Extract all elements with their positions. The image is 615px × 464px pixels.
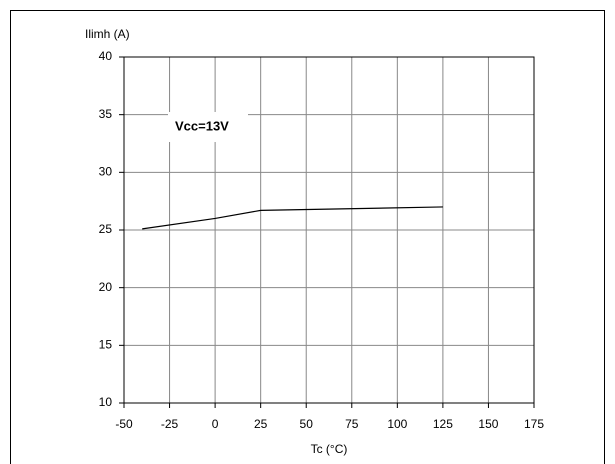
y-tick-label: 15 bbox=[99, 338, 113, 352]
y-axis-label: Ilimh (A) bbox=[85, 27, 130, 41]
x-tick-label: 175 bbox=[524, 417, 544, 431]
y-tick-label: 40 bbox=[99, 49, 113, 63]
x-tick-label: 150 bbox=[478, 417, 498, 431]
x-axis-label: Tc (°C) bbox=[311, 442, 348, 456]
x-tick-label: 100 bbox=[387, 417, 407, 431]
y-tick-label: 20 bbox=[99, 280, 113, 294]
y-tick-label: 10 bbox=[99, 395, 113, 409]
x-tick-label: 0 bbox=[212, 417, 219, 431]
annotation: Vcc=13V bbox=[175, 118, 229, 133]
y-tick-label: 35 bbox=[99, 107, 113, 121]
x-tick-label: 75 bbox=[345, 417, 359, 431]
x-tick-label: -50 bbox=[115, 417, 133, 431]
frame bbox=[10, 10, 605, 464]
x-tick-label: 25 bbox=[254, 417, 268, 431]
x-tick-label: 125 bbox=[433, 417, 453, 431]
plot-border bbox=[123, 56, 535, 404]
data-line bbox=[142, 206, 443, 230]
y-tick-label: 30 bbox=[99, 165, 113, 179]
x-tick-label: 50 bbox=[300, 417, 314, 431]
x-tick-label: -25 bbox=[161, 417, 179, 431]
annotation-bg bbox=[168, 112, 248, 142]
y-tick-label: 25 bbox=[99, 222, 113, 236]
